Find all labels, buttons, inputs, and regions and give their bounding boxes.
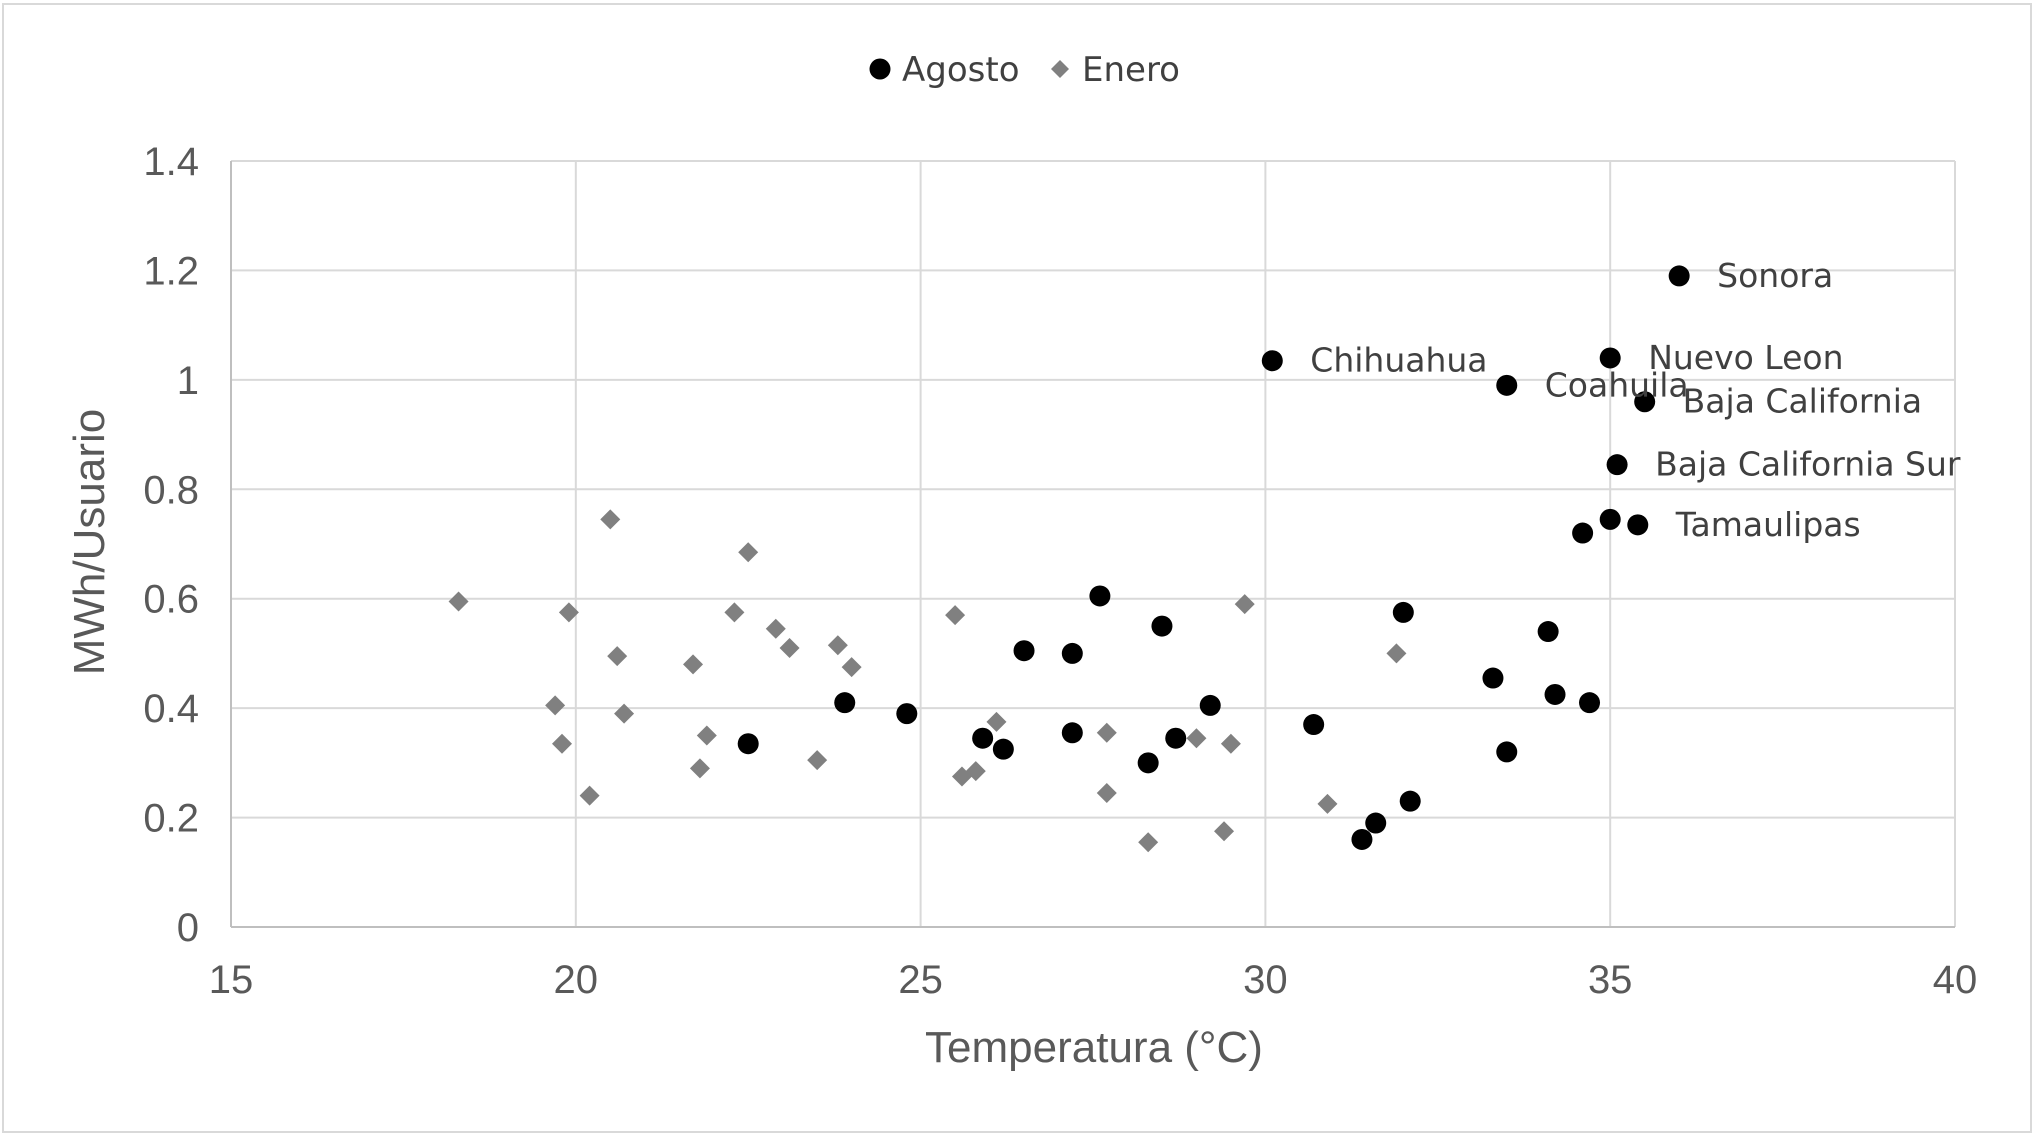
data-point-agosto bbox=[972, 727, 994, 749]
x-tick-label: 25 bbox=[898, 958, 943, 1002]
data-point-agosto bbox=[1151, 615, 1173, 637]
x-tick-label: 15 bbox=[209, 958, 254, 1002]
x-tick-label: 35 bbox=[1588, 958, 1633, 1002]
data-point-agosto bbox=[896, 703, 918, 725]
axes bbox=[230, 161, 1955, 928]
data-point-enero bbox=[1386, 643, 1407, 664]
data-point-agosto bbox=[1303, 714, 1325, 736]
y-tick-label: 0.4 bbox=[143, 687, 199, 731]
data-points bbox=[448, 265, 1690, 853]
legend-label-enero: Enero bbox=[1082, 50, 1180, 90]
data-point-agosto bbox=[1089, 585, 1111, 607]
data-label: Baja California Sur bbox=[1655, 445, 1961, 484]
data-point-enero bbox=[1214, 821, 1235, 842]
grid-lines bbox=[231, 160, 1956, 927]
data-point-agosto bbox=[992, 738, 1014, 760]
y-tick-label: 0.2 bbox=[143, 797, 199, 841]
data-point-enero bbox=[765, 618, 786, 639]
x-tick-label: 30 bbox=[1243, 958, 1288, 1002]
data-point-enero bbox=[827, 635, 848, 656]
data-point-enero bbox=[1186, 728, 1207, 749]
data-point-enero bbox=[1051, 60, 1069, 78]
data-point-enero bbox=[579, 785, 600, 806]
data-point-enero bbox=[738, 542, 759, 563]
data-point-agosto bbox=[1606, 454, 1628, 476]
x-tick-label: 20 bbox=[554, 958, 599, 1002]
data-point-agosto bbox=[1496, 374, 1518, 396]
data-label: Chihuahua bbox=[1310, 341, 1487, 380]
data-point-agosto bbox=[1199, 694, 1221, 716]
data-point-enero bbox=[545, 695, 566, 716]
y-tick-label: 0 bbox=[177, 906, 199, 950]
data-point-enero bbox=[683, 654, 704, 675]
data-point-agosto bbox=[1061, 722, 1083, 744]
data-label: Tamaulipas bbox=[1675, 505, 1861, 544]
data-point-agosto bbox=[1572, 522, 1594, 544]
legend: Agosto Enero bbox=[869, 50, 1180, 90]
data-point-enero bbox=[945, 605, 966, 626]
y-tick-label: 1.2 bbox=[143, 249, 199, 293]
data-label: Baja California bbox=[1683, 382, 1922, 421]
data-point-enero bbox=[841, 657, 862, 678]
data-point-agosto bbox=[1537, 621, 1559, 643]
data-point-enero bbox=[689, 758, 710, 779]
y-tick-labels: 0 0.2 0.4 0.6 0.8 1 1.2 1.4 bbox=[143, 140, 199, 950]
data-point-enero bbox=[807, 750, 828, 771]
data-point-enero bbox=[448, 591, 469, 612]
data-point-agosto bbox=[1165, 727, 1187, 749]
data-point-agosto bbox=[1579, 692, 1601, 714]
legend-label-agosto: Agosto bbox=[902, 50, 1020, 90]
x-axis-title: Temperatura (°C) bbox=[925, 1023, 1263, 1072]
data-point-agosto bbox=[1061, 642, 1083, 664]
data-point-enero bbox=[1317, 793, 1338, 814]
data-point-agosto bbox=[1668, 265, 1690, 287]
y-tick-label: 1 bbox=[177, 359, 199, 403]
data-point-agosto bbox=[1599, 508, 1621, 530]
data-point-enero bbox=[724, 602, 745, 623]
data-point-enero bbox=[1220, 733, 1241, 754]
data-label: Sonora bbox=[1717, 256, 1833, 295]
data-point-enero bbox=[986, 711, 1007, 732]
data-point-enero bbox=[607, 646, 628, 667]
data-point-enero bbox=[552, 733, 573, 754]
data-label: Nuevo Leon bbox=[1648, 338, 1843, 377]
data-point-agosto bbox=[1399, 790, 1421, 812]
data-point-agosto bbox=[1482, 667, 1504, 689]
data-point-enero bbox=[696, 725, 717, 746]
data-point-enero bbox=[779, 637, 800, 658]
data-point-agosto bbox=[1599, 347, 1621, 369]
data-point-enero bbox=[558, 602, 579, 623]
data-point-enero bbox=[1138, 832, 1159, 853]
data-point-agosto bbox=[1013, 640, 1035, 662]
y-axis-title: MWh/Usuario bbox=[65, 409, 114, 676]
data-point-enero bbox=[1096, 782, 1117, 803]
data-point-agosto bbox=[1137, 752, 1159, 774]
data-point-agosto bbox=[1351, 828, 1373, 850]
data-point-agosto bbox=[1392, 601, 1414, 623]
chart-border bbox=[2, 3, 2032, 1133]
y-tick-label: 1.4 bbox=[143, 140, 199, 184]
data-point-agosto bbox=[737, 733, 759, 755]
x-tick-label: 40 bbox=[1933, 958, 1978, 1002]
data-point-agosto bbox=[834, 692, 856, 714]
data-point-enero bbox=[1096, 722, 1117, 743]
data-point-enero bbox=[614, 703, 635, 724]
data-label: Coahuila bbox=[1545, 365, 1689, 404]
data-point-enero bbox=[951, 766, 972, 787]
data-point-agosto bbox=[1627, 514, 1649, 536]
data-point-agosto bbox=[1634, 391, 1656, 413]
data-point-agosto bbox=[1496, 741, 1518, 763]
data-point-agosto bbox=[1544, 683, 1566, 705]
data-point-agosto bbox=[869, 58, 891, 80]
data-point-agosto bbox=[1261, 350, 1283, 372]
y-tick-label: 0.6 bbox=[143, 578, 199, 622]
y-tick-label: 0.8 bbox=[143, 468, 199, 512]
x-tick-labels: 15 20 25 30 35 40 bbox=[209, 958, 1978, 1002]
data-point-enero bbox=[1234, 594, 1255, 615]
data-point-enero bbox=[600, 509, 621, 530]
data-point-agosto bbox=[1365, 812, 1387, 834]
